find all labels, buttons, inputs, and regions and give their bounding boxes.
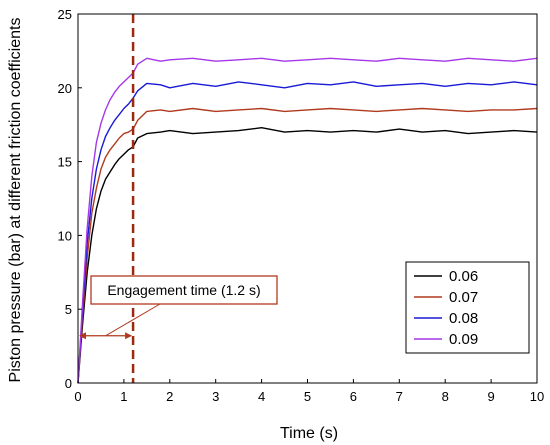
series-layer [77, 57, 538, 384]
arrowhead-left [79, 332, 86, 340]
y-tick-label: 5 [65, 302, 72, 317]
legend-label-0.08: 0.08 [449, 310, 478, 327]
x-tick-label: 9 [487, 389, 494, 404]
x-tick-label: 0 [74, 389, 81, 404]
annotation-layer: Engagement time (1.2 s) [79, 14, 278, 383]
y-tick-label: 25 [58, 7, 72, 22]
x-tick-label: 10 [530, 389, 544, 404]
series-line-0.09 [77, 57, 538, 384]
y-tick-label: 10 [58, 228, 72, 243]
annotation-leader [105, 303, 161, 337]
x-axis-title: Time (s) [280, 425, 338, 442]
series-line-0.06 [77, 126, 538, 384]
x-tick-label: 1 [120, 389, 127, 404]
legend-label-0.09: 0.09 [449, 331, 478, 348]
x-tick-label: 3 [212, 389, 219, 404]
annotation-label: Engagement time (1.2 s) [107, 282, 260, 298]
x-tick-label: 4 [258, 389, 265, 404]
axis-layer: 0 1 2 3 4 5 6 7 8 9 10 0 5 10 15 20 25 [58, 7, 545, 404]
legend-box [405, 261, 530, 354]
y-axis-title: Piston pressure (bar) at different frict… [7, 18, 24, 383]
series-line-0.07 [77, 107, 538, 384]
y-tick-label: 15 [58, 155, 72, 170]
x-tick-label: 5 [304, 389, 311, 404]
legend: 0.06 0.07 0.08 0.09 [405, 261, 530, 354]
series-line-0.08 [77, 81, 538, 384]
legend-label-0.07: 0.07 [449, 289, 478, 306]
x-tick-label: 7 [396, 389, 403, 404]
x-tick-label: 2 [166, 389, 173, 404]
arrowhead-right [125, 332, 133, 340]
annotation-box [90, 275, 278, 305]
y-tick-label: 20 [58, 81, 72, 96]
x-tick-label: 6 [350, 389, 357, 404]
y-tick-label: 0 [65, 376, 72, 391]
x-tick-label: 8 [442, 389, 449, 404]
legend-label-0.06: 0.06 [449, 268, 478, 285]
